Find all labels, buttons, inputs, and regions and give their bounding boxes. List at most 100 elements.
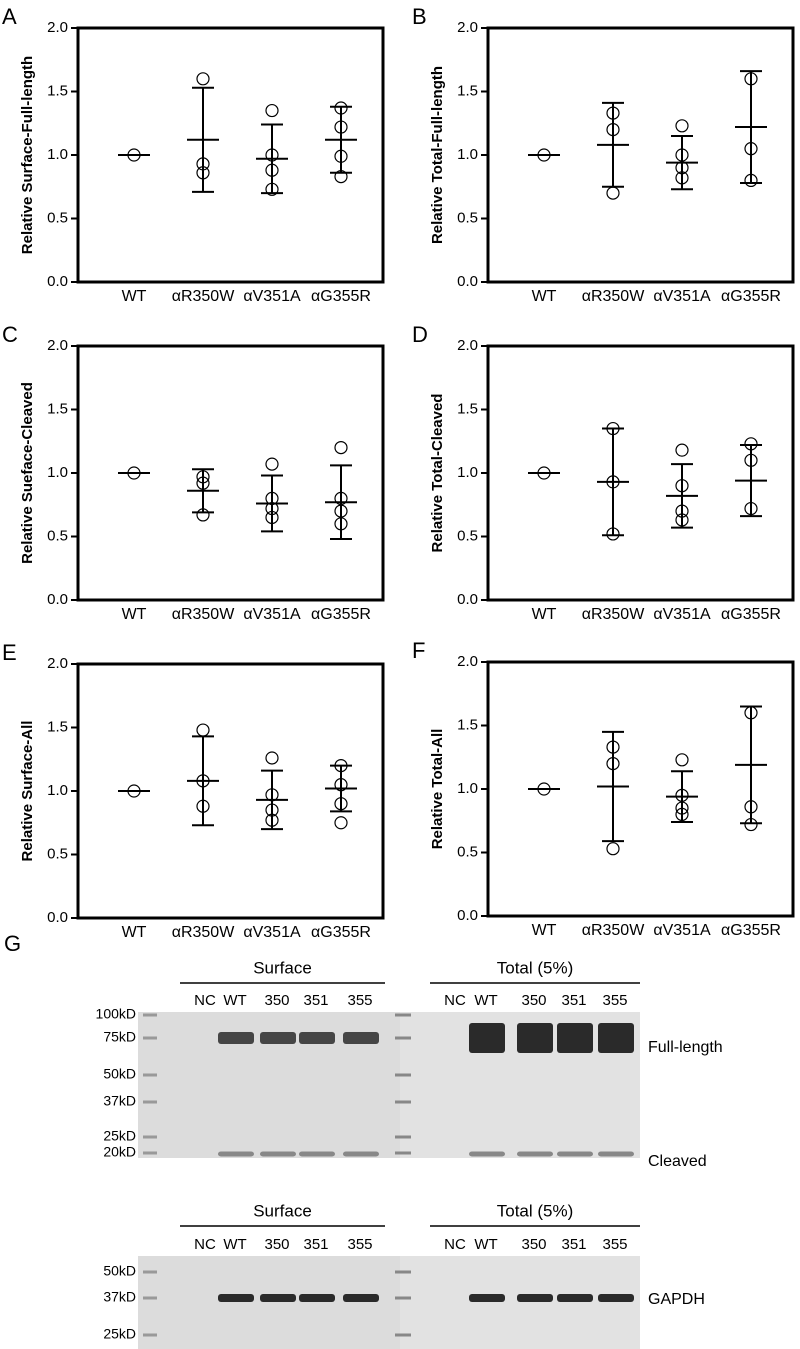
panel-letter: F: [412, 638, 425, 663]
data-point: [265, 457, 279, 471]
y-tick-label: 0.5: [457, 527, 478, 544]
protein-band: [469, 1151, 505, 1157]
lane-label: NC: [444, 992, 466, 1009]
y-tick-label: 1.5: [47, 718, 68, 735]
y-axis-label: Relative Surface-Full-length: [19, 56, 36, 254]
group-title: Total (5%): [497, 958, 574, 977]
x-tick-label: αG355R: [721, 288, 781, 305]
protein-band: [299, 1151, 335, 1157]
protein-band: [517, 1294, 553, 1302]
y-tick-label: 1.0: [457, 464, 478, 481]
marker-label: 25kD: [103, 1128, 136, 1144]
y-axis-label: Relative Surface-All: [19, 721, 36, 862]
protein-band: [218, 1032, 254, 1044]
ladder-band: [143, 1036, 157, 1040]
ladder-band: [143, 1333, 157, 1337]
ladder-band: [395, 1270, 411, 1274]
error-bar: [740, 444, 762, 518]
y-tick-label: 2.0: [457, 337, 478, 354]
x-tick-label: αV351A: [243, 288, 301, 305]
error-bar: [192, 735, 214, 827]
x-tick-label: WT: [532, 288, 557, 305]
protein-band: [517, 1023, 553, 1053]
lane-label: WT: [223, 1236, 246, 1253]
y-tick-label: 0.0: [457, 907, 478, 924]
y-tick-label: 2.0: [47, 337, 68, 354]
protein-band: [299, 1294, 335, 1302]
protein-band: [469, 1294, 505, 1302]
ladder-band: [395, 1151, 411, 1155]
lane-label: 355: [602, 992, 627, 1009]
ladder-band: [395, 1100, 411, 1104]
lane-label: 350: [264, 992, 289, 1009]
plot-frame: [76, 26, 385, 284]
x-tick-label: αV351A: [243, 606, 301, 623]
x-tick-label: αV351A: [653, 288, 711, 305]
y-tick-label: 0.5: [457, 843, 478, 860]
x-tick-label: αV351A: [243, 924, 301, 941]
panel-letter: C: [2, 322, 18, 347]
panel-letter: G: [4, 931, 21, 956]
lane-label: WT: [223, 992, 246, 1009]
plot-frame: [486, 26, 795, 284]
ladder-band: [395, 1135, 411, 1139]
x-tick-label: αR350W: [582, 606, 646, 623]
y-tick-label: 1.0: [47, 464, 68, 481]
data-point: [606, 186, 620, 200]
y-tick-label: 2.0: [47, 19, 68, 36]
ladder-band: [395, 1296, 411, 1300]
protein-band: [260, 1294, 296, 1302]
y-tick-label: 0.0: [47, 273, 68, 290]
protein-band: [598, 1151, 634, 1157]
lane-label: NC: [194, 992, 216, 1009]
lane-label: 350: [521, 992, 546, 1009]
panel-letter: E: [2, 640, 17, 665]
error-bar: [192, 86, 214, 193]
y-axis-label: Relative Total-Full-length: [429, 66, 446, 244]
error-bar: [671, 134, 693, 191]
lane-label: WT: [474, 1236, 497, 1253]
y-tick-label: 1.5: [457, 400, 478, 417]
x-tick-label: αG355R: [721, 606, 781, 623]
x-tick-label: αR350W: [582, 288, 646, 305]
protein-band: [598, 1294, 634, 1302]
y-axis-label: Relative Total-All: [429, 729, 446, 850]
y-tick-label: 1.0: [457, 780, 478, 797]
x-tick-label: WT: [532, 922, 557, 939]
panel-letter: B: [412, 4, 427, 29]
data-point: [675, 119, 689, 133]
data-point: [675, 443, 689, 457]
y-axis-label: Relative Total-Cleaved: [429, 394, 446, 553]
data-point: [334, 441, 348, 455]
y-tick-label: 0.0: [457, 591, 478, 608]
y-tick-label: 0.5: [47, 527, 68, 544]
x-tick-label: αR350W: [172, 606, 236, 623]
lane-label: 351: [303, 1236, 328, 1253]
error-bar: [330, 764, 352, 813]
marker-label: 37kD: [103, 1289, 136, 1305]
x-tick-label: WT: [122, 606, 147, 623]
marker-label: 50kD: [103, 1066, 136, 1082]
marker-label: 20kD: [103, 1144, 136, 1160]
y-tick-label: 0.0: [457, 273, 478, 290]
y-tick-label: 0.0: [47, 591, 68, 608]
data-point: [675, 753, 689, 767]
error-bar: [261, 474, 283, 533]
y-tick-label: 0.5: [47, 845, 68, 862]
protein-band: [343, 1151, 379, 1157]
y-tick-label: 0.5: [457, 209, 478, 226]
ladder-band: [143, 1135, 157, 1139]
y-tick-label: 2.0: [457, 653, 478, 670]
data-point: [196, 723, 210, 737]
ladder-band: [143, 1151, 157, 1155]
ladder-band: [143, 1296, 157, 1300]
x-tick-label: αR350W: [172, 288, 236, 305]
lane-label: 351: [303, 992, 328, 1009]
x-tick-label: αR350W: [582, 922, 646, 939]
y-axis-label: Relative Sueface-Cleaved: [19, 382, 36, 564]
x-tick-label: WT: [532, 606, 557, 623]
error-bar: [261, 123, 283, 195]
error-bar: [740, 70, 762, 184]
x-tick-label: αV351A: [653, 606, 711, 623]
